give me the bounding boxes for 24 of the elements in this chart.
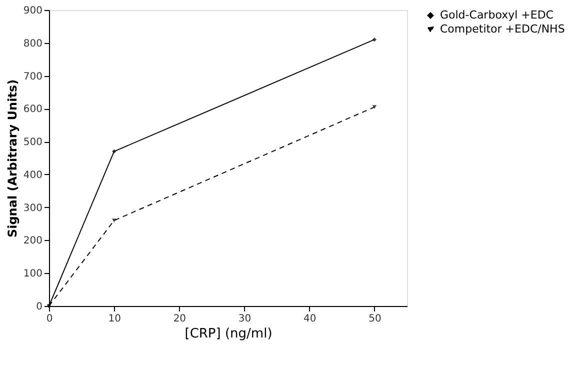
legend-label: Gold-Carboxyl +EDC	[440, 8, 554, 22]
x-tick-label: 50	[368, 314, 382, 324]
x-tick-label: 0	[46, 314, 53, 324]
legend-label: Competitor +EDC/NHS	[440, 22, 565, 36]
y-tick-label: 300	[23, 202, 42, 214]
x-axis-title: [CRP] (ng/ml)	[184, 326, 272, 342]
y-tick-label: 500	[23, 137, 42, 148]
y-tick-label: 0	[36, 302, 42, 312]
y-tick-label: 700	[23, 71, 42, 82]
point	[372, 105, 377, 109]
x-tick-label: 30	[238, 314, 252, 324]
y-tick-label: 400	[23, 170, 42, 181]
y-tick-label: 900	[23, 6, 42, 16]
y-tick-label: 600	[23, 104, 42, 116]
y-tick-label: 100	[23, 268, 42, 280]
x-tick-label: 10	[108, 314, 121, 324]
point	[112, 218, 116, 222]
y-tick-label: 200	[23, 236, 42, 247]
point	[372, 37, 377, 42]
y-tick-label: 800	[23, 38, 42, 50]
x-tick-label: 20	[173, 314, 186, 324]
y-axis-title: Signal (Arbitrary Units)	[5, 79, 20, 238]
point	[112, 149, 116, 154]
x-tick-label: 40	[303, 314, 316, 324]
